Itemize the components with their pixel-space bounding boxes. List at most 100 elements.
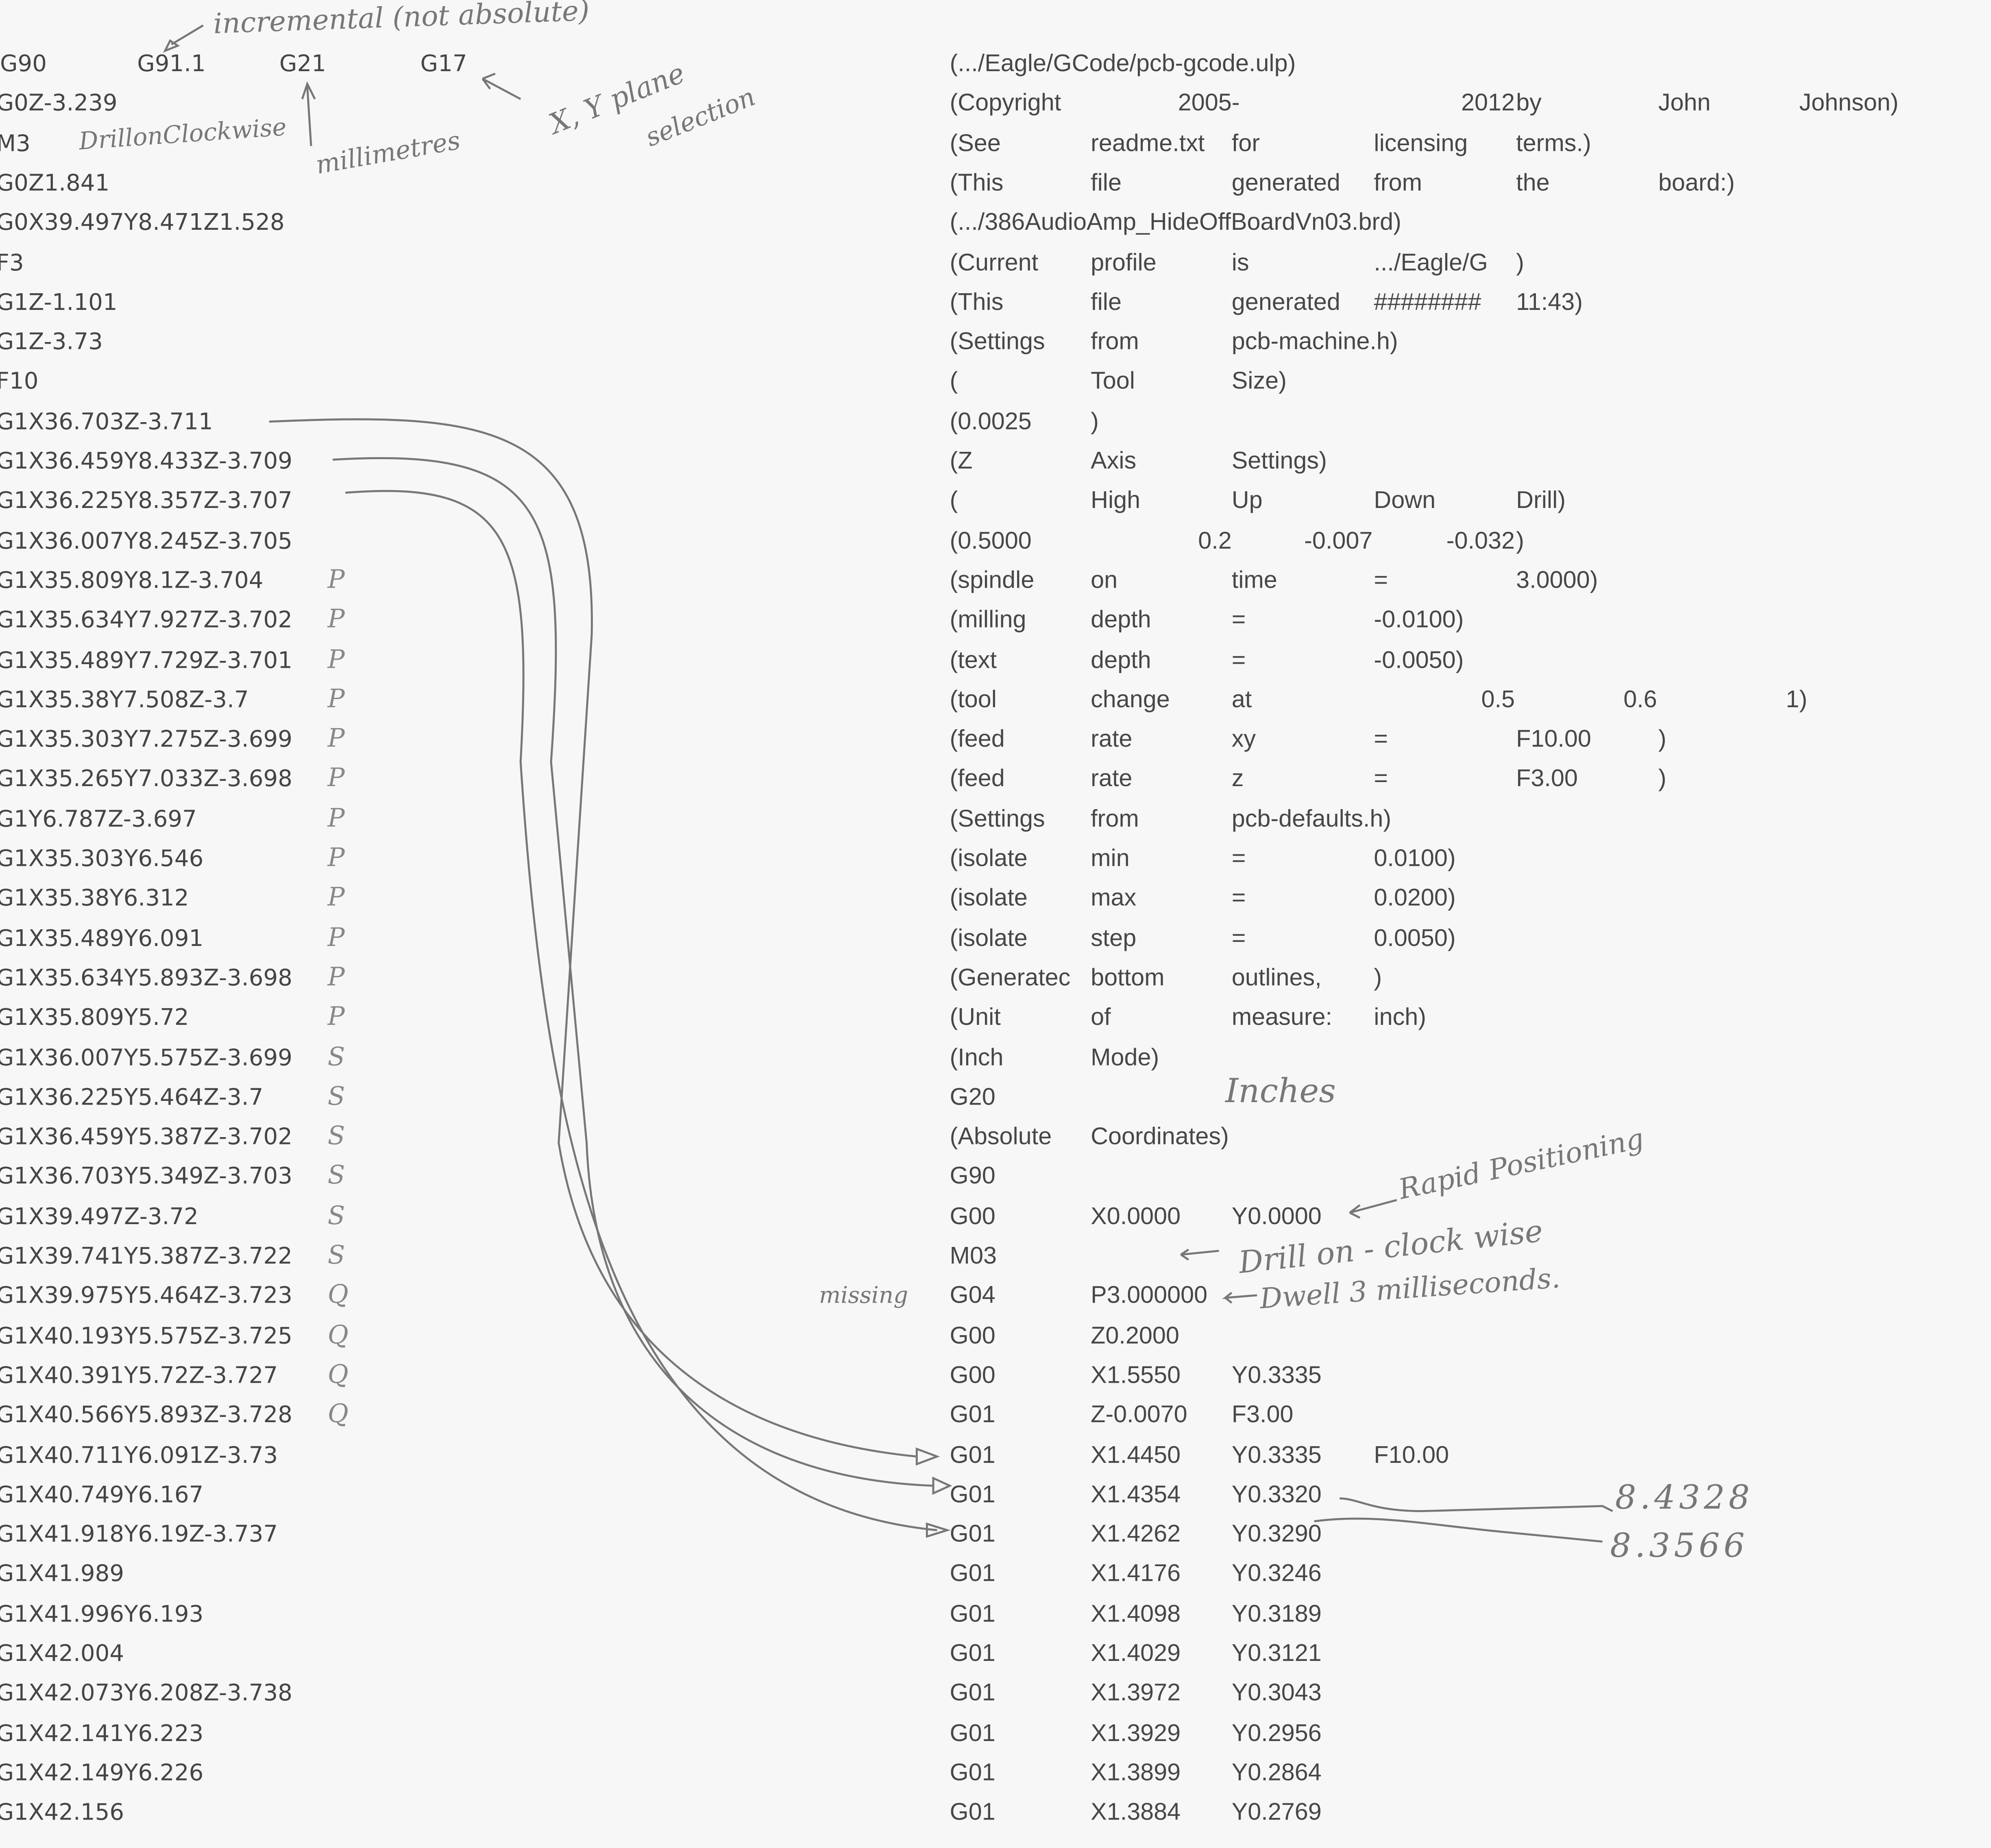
listing-cell: (spindle bbox=[950, 567, 1035, 594]
listing-cell: G20 bbox=[950, 1084, 996, 1111]
listing-cell: 11:43) bbox=[1516, 289, 1583, 316]
listing-cell: G04 bbox=[950, 1283, 996, 1310]
listing-cell: (isolate bbox=[950, 846, 1028, 873]
listing-cell: X0.0000 bbox=[1091, 1203, 1181, 1230]
listing-cell: = bbox=[1374, 567, 1388, 594]
margin-mark: S bbox=[327, 1159, 345, 1190]
listing-cell: Y0.3335 bbox=[1231, 1442, 1322, 1469]
code-token: G90 bbox=[0, 50, 47, 78]
code-token: G91.1 bbox=[137, 50, 206, 78]
code-line: G1X40.749Y6.167 bbox=[0, 1482, 204, 1508]
listing-cell: Y0.3320 bbox=[1231, 1482, 1322, 1508]
listing-cell: Johnson) bbox=[1799, 90, 1899, 118]
code-line: G1X36.459Y8.433Z-3.709 bbox=[0, 448, 293, 475]
code-line: G1X36.007Y5.575Z-3.699 bbox=[0, 1044, 293, 1071]
listing-cell: time bbox=[1231, 567, 1277, 594]
listing-cell: (Current bbox=[950, 249, 1039, 277]
arrow-incremental bbox=[163, 24, 204, 53]
leader-line-8-3566 bbox=[1314, 1517, 1603, 1543]
arrow-plane bbox=[481, 72, 521, 100]
listing-cell: F10.00 bbox=[1374, 1442, 1449, 1469]
listing-cell: -0.0100) bbox=[1374, 607, 1464, 634]
margin-mark: P bbox=[327, 762, 345, 793]
listing-cell: ( bbox=[950, 368, 958, 396]
code-line: G1X40.391Y5.72Z-3.727 bbox=[0, 1362, 278, 1389]
listing-cell: X1.3929 bbox=[1091, 1720, 1181, 1747]
listing-cell: (Copyright bbox=[950, 90, 1061, 118]
margin-mark: S bbox=[327, 1120, 345, 1151]
code-line: F10 bbox=[0, 368, 39, 396]
listing-cell: (milling bbox=[950, 607, 1026, 634]
code-line: G1X35.489Y7.729Z-3.701 bbox=[0, 647, 293, 674]
listing-cell: Down bbox=[1374, 488, 1436, 515]
listing-cell: John bbox=[1658, 90, 1711, 118]
listing-cell: G01 bbox=[950, 1800, 996, 1826]
listing-cell: Axis bbox=[1091, 448, 1137, 475]
listing-cell: licensing bbox=[1374, 130, 1468, 157]
listing-cell: 2005 bbox=[1178, 90, 1232, 118]
code-line: G1X41.989 bbox=[0, 1561, 124, 1588]
code-line: G1X35.634Y5.893Z-3.698 bbox=[0, 965, 293, 992]
listing-cell: 0.2 bbox=[1198, 527, 1232, 555]
listing-cell: Y0.3121 bbox=[1231, 1641, 1322, 1667]
code-line: G1X35.489Y6.091 bbox=[0, 925, 204, 952]
arrow-line-1 bbox=[269, 418, 917, 1458]
code-line: G1X36.703Y5.349Z-3.703 bbox=[0, 1164, 293, 1190]
listing-cell: P3.000000 bbox=[1091, 1283, 1208, 1310]
listing-cell: rate bbox=[1091, 766, 1133, 793]
margin-mark: P bbox=[327, 722, 345, 753]
margin-mark: P bbox=[327, 1001, 345, 1031]
listing-cell: F3.00 bbox=[1231, 1402, 1294, 1429]
listing-cell: 0.0050) bbox=[1374, 925, 1456, 952]
margin-mark: S bbox=[327, 1199, 345, 1230]
note-value-8-3566: 8.3566 bbox=[1610, 1528, 1749, 1566]
listing-cell: by bbox=[1516, 90, 1542, 118]
code-line: G1X40.566Y5.893Z-3.728 bbox=[0, 1402, 293, 1429]
listing-cell: G01 bbox=[950, 1680, 996, 1707]
code-line: G1X35.38Y6.312 bbox=[0, 885, 189, 912]
code-line: G1X35.38Y7.508Z-3.7 bbox=[0, 686, 249, 714]
listing-cell: ) bbox=[1799, 686, 1808, 714]
margin-mark: S bbox=[327, 1080, 345, 1111]
listing-cell: X1.5550 bbox=[1091, 1362, 1181, 1389]
listing-cell: ) bbox=[1091, 408, 1099, 436]
listing-cell: G90 bbox=[950, 1164, 996, 1190]
listing-cell: G01 bbox=[950, 1760, 996, 1787]
listing-cell: G01 bbox=[950, 1561, 996, 1588]
listing-cell: = bbox=[1374, 726, 1388, 753]
code-line: G1X39.975Y5.464Z-3.723 bbox=[0, 1283, 293, 1310]
code-line: G1X41.996Y6.193 bbox=[0, 1601, 204, 1628]
listing-cell: Z-0.0070 bbox=[1091, 1402, 1187, 1429]
listing-cell: (Inch bbox=[950, 1044, 1004, 1071]
code-line: F3 bbox=[0, 249, 24, 277]
margin-mark: P bbox=[327, 683, 345, 714]
code-line: G0Z-3.239 bbox=[0, 90, 118, 118]
arrow-rapid bbox=[1349, 1199, 1397, 1219]
listing-cell: Z0.2000 bbox=[1091, 1323, 1179, 1349]
listing-cell: 0.0100) bbox=[1374, 846, 1456, 873]
code-line: G1X35.809Y5.72 bbox=[0, 1005, 189, 1031]
listing-cell: xy bbox=[1231, 726, 1256, 753]
code-line: G1X35.265Y7.033Z-3.698 bbox=[0, 766, 293, 793]
listing-cell: readme.txt bbox=[1091, 130, 1205, 157]
listing-cell: from bbox=[1091, 329, 1139, 356]
arrow-drill-on bbox=[1180, 1249, 1219, 1261]
listing-cell: - bbox=[1231, 90, 1240, 118]
listing-cell: (This bbox=[950, 170, 1004, 197]
listing-cell: ) bbox=[1516, 527, 1524, 555]
listing-cell: (0.0025 bbox=[950, 408, 1032, 436]
listing-cell: G01 bbox=[950, 1402, 996, 1429]
code-line: G1X36.703Z-3.711 bbox=[0, 408, 213, 436]
listing-cell: z bbox=[1231, 766, 1244, 793]
listing-cell: F10.00 bbox=[1516, 726, 1591, 753]
listing-cell: Y0.3246 bbox=[1231, 1561, 1322, 1588]
listing-cell: depth bbox=[1091, 607, 1151, 634]
code-line: G1X42.149Y6.226 bbox=[0, 1760, 204, 1787]
listing-cell: ( bbox=[950, 488, 958, 515]
listing-cell: ) bbox=[1658, 766, 1666, 793]
listing-cell: X1.3972 bbox=[1091, 1680, 1181, 1707]
listing-cell: (Settings bbox=[950, 806, 1045, 833]
code-line: G1X42.004 bbox=[0, 1641, 124, 1667]
listing-cell: on bbox=[1091, 567, 1118, 594]
listing-cell: X1.4354 bbox=[1091, 1482, 1181, 1508]
